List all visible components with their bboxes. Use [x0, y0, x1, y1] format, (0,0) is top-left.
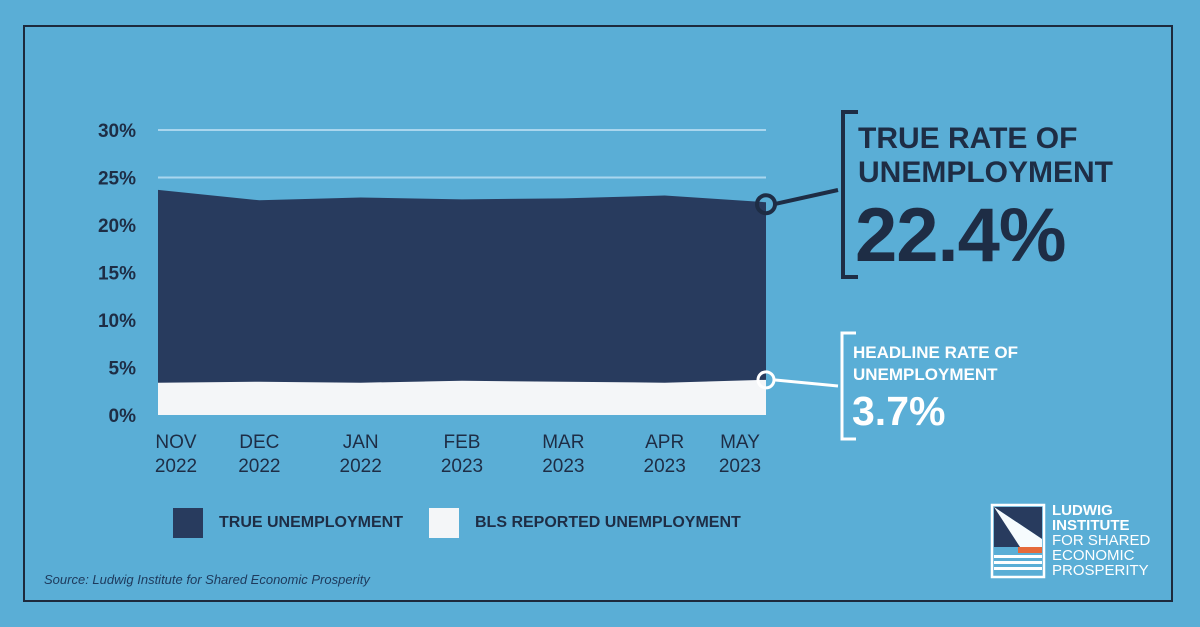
true-rate-marker	[755, 193, 777, 216]
x-tick-label-month: NOV	[155, 432, 197, 453]
y-tick-label: 25%	[98, 169, 136, 190]
legend-label-bls: BLS REPORTED UNEMPLOYMENT	[475, 514, 741, 531]
legend-label-true: TRUE UNEMPLOYMENT	[219, 514, 403, 531]
y-tick-label: 0%	[109, 406, 137, 427]
legend-item-true-unemployment: TRUE UNEMPLOYMENT	[173, 508, 403, 538]
legend-item-bls-unemployment: BLS REPORTED UNEMPLOYMENT	[429, 508, 741, 538]
logo-line-2: INSTITUTE	[1052, 517, 1130, 534]
x-tick-label-month: MAR	[542, 432, 584, 453]
y-tick-label: 30%	[98, 121, 136, 142]
logo-line-1: LUDWIG	[1052, 502, 1113, 519]
x-tick-label-year: 2023	[644, 456, 686, 477]
headline-rate-title: HEADLINE RATE OF UNEMPLOYMENT	[853, 343, 1018, 384]
true-rate-title: TRUE RATE OF UNEMPLOYMENT	[858, 122, 1113, 189]
headline-rate-connector	[773, 378, 839, 388]
x-tick-label-month: MAY	[720, 432, 760, 453]
y-tick-label: 20%	[98, 216, 136, 237]
y-tick-label: 5%	[109, 359, 137, 380]
chart-frame	[23, 25, 1173, 602]
x-tick-label-year: 2023	[542, 456, 584, 477]
bls-unemployment-area	[158, 379, 766, 415]
x-tick-label-month: APR	[645, 432, 684, 453]
x-tick-label-month: FEB	[444, 432, 481, 453]
true-rate-bracket	[841, 110, 858, 279]
legend-swatch-true	[173, 508, 203, 538]
logo-line-5: PROSPERITY	[1052, 562, 1149, 579]
source-note: Source: Ludwig Institute for Shared Econ…	[44, 572, 370, 587]
logo-text: LUDWIG INSTITUTE FOR SHARED ECONOMIC PRO…	[1052, 503, 1150, 578]
logo-mark-icon	[990, 503, 1046, 579]
true-rate-connector	[773, 188, 839, 207]
x-tick-label-year: 2022	[340, 456, 382, 477]
ludwig-institute-logo: LUDWIG INSTITUTE FOR SHARED ECONOMIC PRO…	[990, 503, 1150, 579]
y-tick-label: 10%	[98, 311, 136, 332]
true-rate-value: 22.4%	[855, 193, 1066, 278]
x-tick-label-month: JAN	[343, 432, 379, 453]
true-unemployment-area	[158, 189, 766, 415]
chart-legend: TRUE UNEMPLOYMENT BLS REPORTED UNEMPLOYM…	[173, 508, 767, 538]
legend-swatch-bls	[429, 508, 459, 538]
x-tick-label-year: 2023	[441, 456, 483, 477]
headline-rate-marker	[756, 370, 776, 390]
y-tick-label: 15%	[98, 264, 136, 285]
headline-rate-value: 3.7%	[852, 388, 946, 434]
logo-line-4: ECONOMIC	[1052, 547, 1135, 564]
x-tick-label-year: 2022	[155, 456, 197, 477]
x-tick-label-year: 2023	[719, 456, 761, 477]
logo-line-3: FOR SHARED	[1052, 532, 1151, 549]
x-tick-label-month: DEC	[239, 432, 279, 453]
x-tick-label-year: 2022	[238, 456, 280, 477]
headline-rate-bracket	[840, 331, 856, 441]
